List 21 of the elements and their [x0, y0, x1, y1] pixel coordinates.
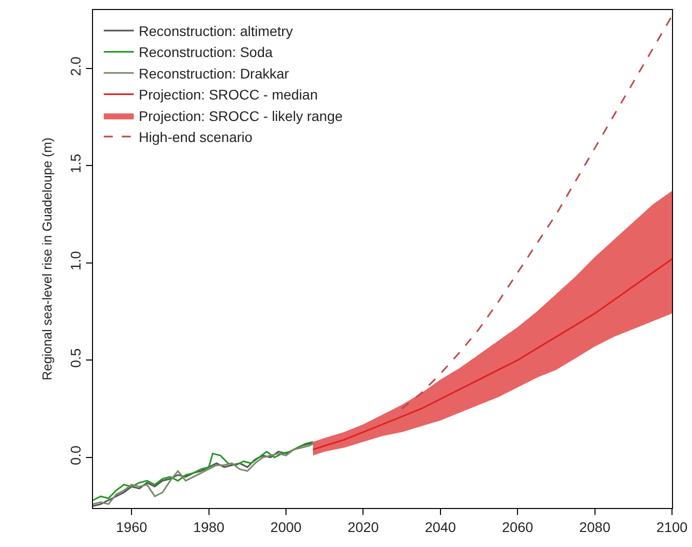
x-tick-label: 2060 [502, 518, 534, 535]
legend-label: Reconstruction: altimetry [138, 23, 293, 40]
x-tick-label: 2000 [270, 518, 302, 535]
y-tick-label: 0.5 [67, 348, 84, 368]
y-tick-label: 0.0 [67, 445, 84, 466]
y-axis-title: Regional sea-level rise in Guadeloupe (m) [39, 138, 54, 380]
y-tick-label: 1.5 [67, 154, 84, 174]
legend-label: Reconstruction: Drakkar [138, 65, 290, 82]
x-tick-label: 1980 [193, 518, 225, 535]
legend-label: High-end scenario [138, 129, 253, 146]
x-tick-label: 2080 [579, 518, 611, 535]
y-tick-label: 1.0 [67, 250, 84, 271]
x-tick-label: 1960 [116, 518, 148, 535]
x-tick-label: 2040 [424, 518, 456, 535]
legend-label: Reconstruction: Soda [138, 44, 273, 60]
y-tick-label: 2.0 [67, 56, 84, 76]
x-tick-label: 2100 [656, 518, 688, 535]
line-series [401, 15, 672, 410]
annotation: Projection: SROCC - likely range [138, 108, 343, 124]
x-tick-label: 2020 [348, 518, 379, 535]
legend-label: Projection: SROCC - median [138, 86, 318, 103]
